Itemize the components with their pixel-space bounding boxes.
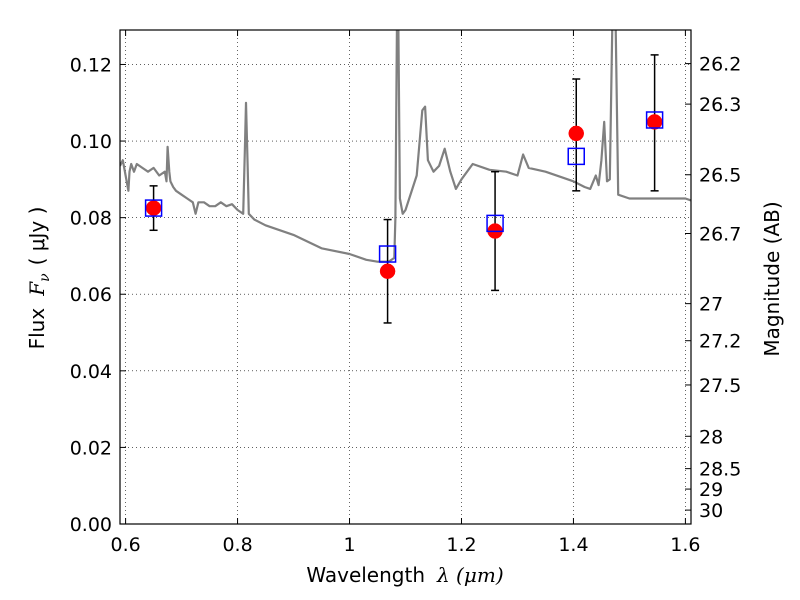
y-tick-label: 0.10 [70,131,112,153]
model-synthetic-point [645,111,664,129]
y2-axis-title: Magnitude (AB) [760,201,784,356]
y2-tick-label: 30 [699,500,723,522]
y-axis-title: FluxFν( μJy ) [25,207,53,350]
observed-point [379,263,396,280]
y-tick-label: 0.12 [70,54,112,76]
model-synthetic-point [144,199,163,217]
y-tick-label: 0.08 [70,208,112,230]
observed-point [646,114,663,130]
x-tick-label: 0.8 [222,534,252,556]
x-tick-label: 1 [343,534,355,556]
y2-tick-label: 26.5 [699,165,741,187]
y-axis: 0.00 0.02 0.04 0.06 0.08 0.10 0.12 [70,54,126,536]
plot-frame [119,29,692,525]
y2-tick-label: 27.5 [699,375,741,397]
y-tick-label: 0.04 [70,361,112,383]
x-axis-title: Wavelength λ (μm) [306,563,503,587]
observed-point [568,125,584,142]
y2-tick-label: 27.2 [699,331,741,353]
y-tick-label: 0.00 [70,514,112,536]
observed-point [145,200,162,216]
y2-tick-label: 28.5 [699,459,741,481]
y2-tick-label: 27 [699,294,723,316]
x-tick-label: 1.2 [446,534,476,556]
data-points [144,111,664,280]
y-tick-label: 0.02 [70,437,112,459]
y-tick-label: 0.06 [70,284,112,306]
y2-tick-label: 26.7 [699,224,741,246]
x-tick-label: 1.6 [670,534,700,556]
x-tick-label: 0.6 [110,534,140,556]
x-axis: 0.6 0.8 1 1.2 1.4 1.6 [110,30,701,556]
x-tick-label: 1.4 [558,534,588,556]
y2-tick-label: 29 [699,479,723,501]
model-synthetic-point [567,147,585,166]
model-synthetic-point [378,245,397,263]
y2-tick-label: 28 [699,426,723,448]
model-synthetic-point [486,214,504,233]
y2-tick-label: 26.3 [699,94,741,116]
y2-tick-label: 26.2 [699,54,741,76]
